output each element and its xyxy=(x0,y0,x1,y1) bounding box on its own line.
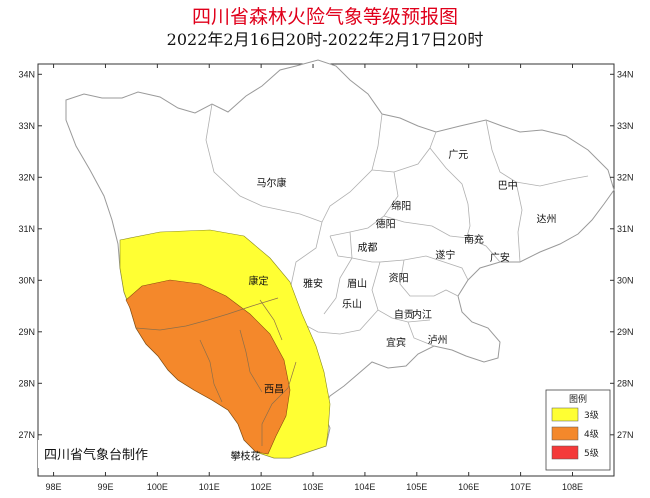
risk-zone-level4 xyxy=(125,279,291,455)
map-title: 四川省森林火险气象等级预报图 xyxy=(191,6,458,28)
lat-label-left: 28N xyxy=(18,378,35,388)
latitude-ticks: 34N 34N 33N 33N 32N 32N 31N 31N 30N 30N 29N 29N 28N 2… xyxy=(18,69,634,440)
lon-label: 102E xyxy=(251,482,272,492)
legend-label-1: 4级 xyxy=(584,428,599,440)
legend: 图例 3级 4级 5级 xyxy=(545,389,611,471)
legend-label-2: 5级 xyxy=(584,447,599,459)
lat-label-right: 31N xyxy=(617,224,634,234)
lon-label: 98E xyxy=(46,482,62,492)
city-label: 康定 xyxy=(249,274,269,287)
city-label: 广安 xyxy=(490,251,510,264)
city-label: 西昌 xyxy=(264,383,284,395)
lat-label-left: 33N xyxy=(18,121,35,131)
lat-label-right: 34N xyxy=(617,69,634,79)
city-label: 乐山 xyxy=(342,298,362,310)
lat-label-left: 31N xyxy=(18,224,35,234)
lon-label: 108E xyxy=(562,482,583,492)
city-label: 达州 xyxy=(537,214,557,226)
lon-label: 104E xyxy=(354,482,375,492)
credit-text: 四川省气象台制作 xyxy=(44,447,148,463)
city-label: 雅安 xyxy=(303,277,323,290)
city-label: 内江 xyxy=(412,308,432,321)
lon-label: 101E xyxy=(199,482,220,492)
city-label: 遂宁 xyxy=(435,249,455,262)
city-label: 资阳 xyxy=(389,273,409,285)
legend-label-0: 3级 xyxy=(584,409,599,421)
lat-label-left: 29N xyxy=(18,327,35,337)
lat-label-left: 30N xyxy=(18,275,35,285)
credit-box: 四川省气象台制作 xyxy=(38,440,194,468)
lat-label-right: 32N xyxy=(617,172,634,182)
city-label: 马尔康 xyxy=(257,176,287,189)
lat-label-right: 27N xyxy=(617,430,634,440)
map-subtitle: 2022年2月16日20时-2022年2月17日20时 xyxy=(166,30,484,49)
lat-label-right: 28N xyxy=(617,378,634,388)
lon-label: 106E xyxy=(458,482,479,492)
city-label: 攀枝花 xyxy=(231,449,261,462)
city-label: 南充 xyxy=(464,233,484,246)
city-label: 德阳 xyxy=(376,218,396,231)
zone-boundaries xyxy=(135,297,297,446)
legend-swatch-0 xyxy=(551,407,579,422)
city-label: 成都 xyxy=(358,242,378,254)
lat-label-right: 30N xyxy=(617,275,634,285)
lon-label: 103E xyxy=(303,482,324,492)
lat-label-left: 32N xyxy=(18,172,35,182)
city-label: 自贡 xyxy=(394,308,414,321)
city-label: 绵阳 xyxy=(391,200,411,213)
lon-label: 107E xyxy=(510,482,531,492)
lat-label-right: 29N xyxy=(617,327,634,337)
lat-label-left: 34N xyxy=(18,69,35,79)
city-label: 泸州 xyxy=(428,335,448,347)
lon-label: 100E xyxy=(147,482,168,492)
longitude-ticks: 98E 99E 100E 101E 102E 103E 104E 105E 106E 107E 10… xyxy=(46,64,583,492)
city-label: 眉山 xyxy=(347,278,367,290)
lat-label-right: 33N xyxy=(617,121,634,131)
legend-title: 图例 xyxy=(569,393,587,405)
legend-swatch-2 xyxy=(551,445,579,460)
city-label: 广元 xyxy=(448,149,468,161)
city-label: 宜宾 xyxy=(386,336,406,349)
lon-label: 105E xyxy=(406,482,427,492)
lat-label-left: 27N xyxy=(18,430,35,440)
legend-swatch-1 xyxy=(551,426,579,441)
lon-label: 99E xyxy=(97,482,113,492)
city-label: 巴中 xyxy=(498,179,518,192)
